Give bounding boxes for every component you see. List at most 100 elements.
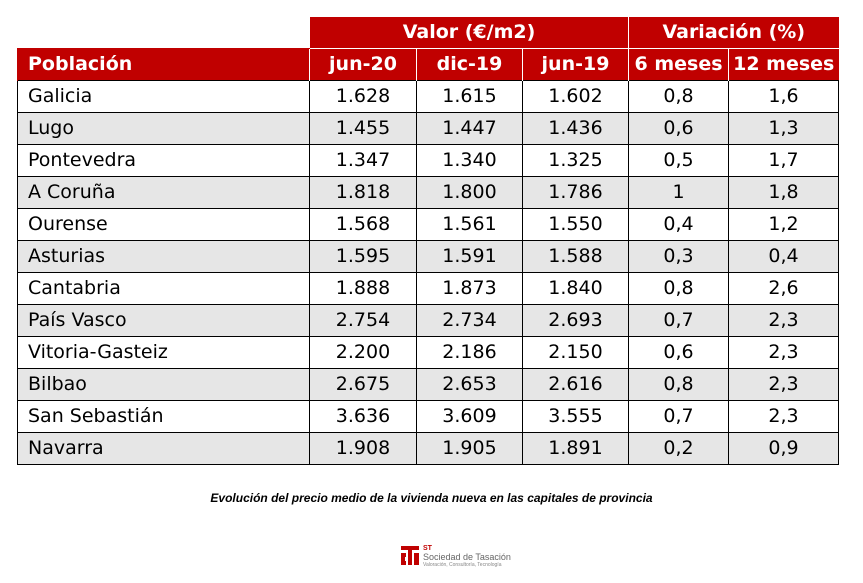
table-row: Asturias 1.595 1.591 1.588 0,3 0,4: [17, 240, 839, 273]
cell-12-meses: 0,4: [728, 240, 839, 273]
cell-poblacion: Asturias: [17, 240, 310, 273]
cell-6-meses: 0,8: [628, 368, 729, 401]
cell-dic-19: 1.447: [416, 112, 523, 145]
cell-poblacion: A Coruña: [17, 176, 310, 209]
cell-jun-19: 2.150: [522, 336, 629, 369]
cell-jun-20: 1.347: [309, 144, 417, 177]
cell-poblacion: Bilbao: [17, 368, 310, 401]
cell-6-meses: 0,8: [628, 272, 729, 305]
cell-poblacion: Cantabria: [17, 272, 310, 305]
cell-jun-19: 1.602: [522, 80, 629, 113]
table-caption: Evolución del precio medio de la viviend…: [210, 491, 653, 505]
table-row: Navarra 1.908 1.905 1.891 0,2 0,9: [17, 432, 839, 465]
cell-6-meses: 0,8: [628, 80, 729, 113]
cell-12-meses: 2,3: [728, 304, 839, 337]
cell-12-meses: 1,2: [728, 208, 839, 241]
cell-dic-19: 1.873: [416, 272, 523, 305]
st-logo-icon: [400, 545, 420, 567]
column-header-12-meses: 12 meses: [728, 48, 839, 81]
column-header-dic-19: dic-19: [416, 48, 523, 81]
cell-poblacion: Galicia: [17, 80, 310, 113]
cell-6-meses: 1: [628, 176, 729, 209]
table-row: Cantabria 1.888 1.873 1.840 0,8 2,6: [17, 272, 839, 305]
cell-jun-19: 2.616: [522, 368, 629, 401]
table-row: País Vasco 2.754 2.734 2.693 0,7 2,3: [17, 304, 839, 337]
group-header-variacion: Variación (%): [628, 17, 839, 49]
logo-text: ST Sociedad de Tasación Valoración, Cons…: [423, 545, 511, 568]
cell-6-meses: 0,7: [628, 400, 729, 433]
cell-jun-20: 1.818: [309, 176, 417, 209]
cell-12-meses: 2,6: [728, 272, 839, 305]
table-body: Galicia 1.628 1.615 1.602 0,8 1,6 Lugo 1…: [17, 80, 839, 465]
cell-dic-19: 2.186: [416, 336, 523, 369]
cell-jun-19: 1.436: [522, 112, 629, 145]
cell-jun-20: 1.595: [309, 240, 417, 273]
cell-6-meses: 0,5: [628, 144, 729, 177]
cell-jun-19: 1.325: [522, 144, 629, 177]
cell-12-meses: 1,3: [728, 112, 839, 145]
cell-jun-19: 1.786: [522, 176, 629, 209]
cell-jun-20: 2.200: [309, 336, 417, 369]
table-row: Bilbao 2.675 2.653 2.616 0,8 2,3: [17, 368, 839, 401]
cell-poblacion: Ourense: [17, 208, 310, 241]
column-header-jun-19: jun-19: [522, 48, 629, 81]
logo-tagline: Valoración, Consultoría, Tecnología: [423, 561, 502, 568]
cell-dic-19: 2.734: [416, 304, 523, 337]
cell-12-meses: 0,9: [728, 432, 839, 465]
group-header-valor: Valor (€/m2): [309, 17, 629, 49]
cell-dic-19: 1.340: [416, 144, 523, 177]
table-row: San Sebastián 3.636 3.609 3.555 0,7 2,3: [17, 400, 839, 433]
cell-jun-19: 1.550: [522, 208, 629, 241]
cell-12-meses: 1,8: [728, 176, 839, 209]
table-row: Lugo 1.455 1.447 1.436 0,6 1,3: [17, 112, 839, 145]
cell-6-meses: 0,4: [628, 208, 729, 241]
cell-jun-20: 1.628: [309, 80, 417, 113]
cell-dic-19: 1.591: [416, 240, 523, 273]
cell-jun-20: 2.675: [309, 368, 417, 401]
column-header-jun-20: jun-20: [309, 48, 417, 81]
company-logo: ST Sociedad de Tasación Valoración, Cons…: [400, 543, 511, 569]
cell-jun-19: 1.588: [522, 240, 629, 273]
cell-6-meses: 0,3: [628, 240, 729, 273]
cell-poblacion: Vitoria-Gasteiz: [17, 336, 310, 369]
cell-dic-19: 1.905: [416, 432, 523, 465]
table-row: Galicia 1.628 1.615 1.602 0,8 1,6: [17, 80, 839, 113]
cell-6-meses: 0,6: [628, 336, 729, 369]
cell-12-meses: 1,6: [728, 80, 839, 113]
table-row: Vitoria-Gasteiz 2.200 2.186 2.150 0,6 2,…: [17, 336, 839, 369]
logo-abbr: ST: [423, 544, 432, 552]
cell-poblacion: País Vasco: [17, 304, 310, 337]
cell-dic-19: 1.561: [416, 208, 523, 241]
column-header-poblacion: Población: [17, 48, 310, 81]
cell-12-meses: 2,3: [728, 336, 839, 369]
blank-header-cell: [17, 17, 310, 49]
cell-jun-19: 1.840: [522, 272, 629, 305]
cell-jun-20: 2.754: [309, 304, 417, 337]
logo-company-name: Sociedad de Tasación: [423, 551, 511, 562]
cell-poblacion: Lugo: [17, 112, 310, 145]
cell-jun-19: 2.693: [522, 304, 629, 337]
cell-jun-20: 1.888: [309, 272, 417, 305]
cell-6-meses: 0,2: [628, 432, 729, 465]
cell-jun-20: 1.568: [309, 208, 417, 241]
column-header-6-meses: 6 meses: [628, 48, 729, 81]
cell-jun-20: 1.908: [309, 432, 417, 465]
cell-poblacion: San Sebastián: [17, 400, 310, 433]
cell-6-meses: 0,7: [628, 304, 729, 337]
cell-12-meses: 1,7: [728, 144, 839, 177]
cell-jun-19: 3.555: [522, 400, 629, 433]
column-header-row: Población jun-20 dic-19 jun-19 6 meses 1…: [17, 48, 839, 81]
cell-6-meses: 0,6: [628, 112, 729, 145]
cell-12-meses: 2,3: [728, 400, 839, 433]
cell-poblacion: Pontevedra: [17, 144, 310, 177]
cell-dic-19: 3.609: [416, 400, 523, 433]
cell-jun-19: 1.891: [522, 432, 629, 465]
table-row: A Coruña 1.818 1.800 1.786 1 1,8: [17, 176, 839, 209]
table-row: Pontevedra 1.347 1.340 1.325 0,5 1,7: [17, 144, 839, 177]
cell-dic-19: 2.653: [416, 368, 523, 401]
cell-poblacion: Navarra: [17, 432, 310, 465]
cell-dic-19: 1.615: [416, 80, 523, 113]
price-table: Valor (€/m2) Variación (%) Población jun…: [17, 17, 839, 465]
cell-12-meses: 2,3: [728, 368, 839, 401]
group-header-row: Valor (€/m2) Variación (%): [17, 17, 839, 49]
